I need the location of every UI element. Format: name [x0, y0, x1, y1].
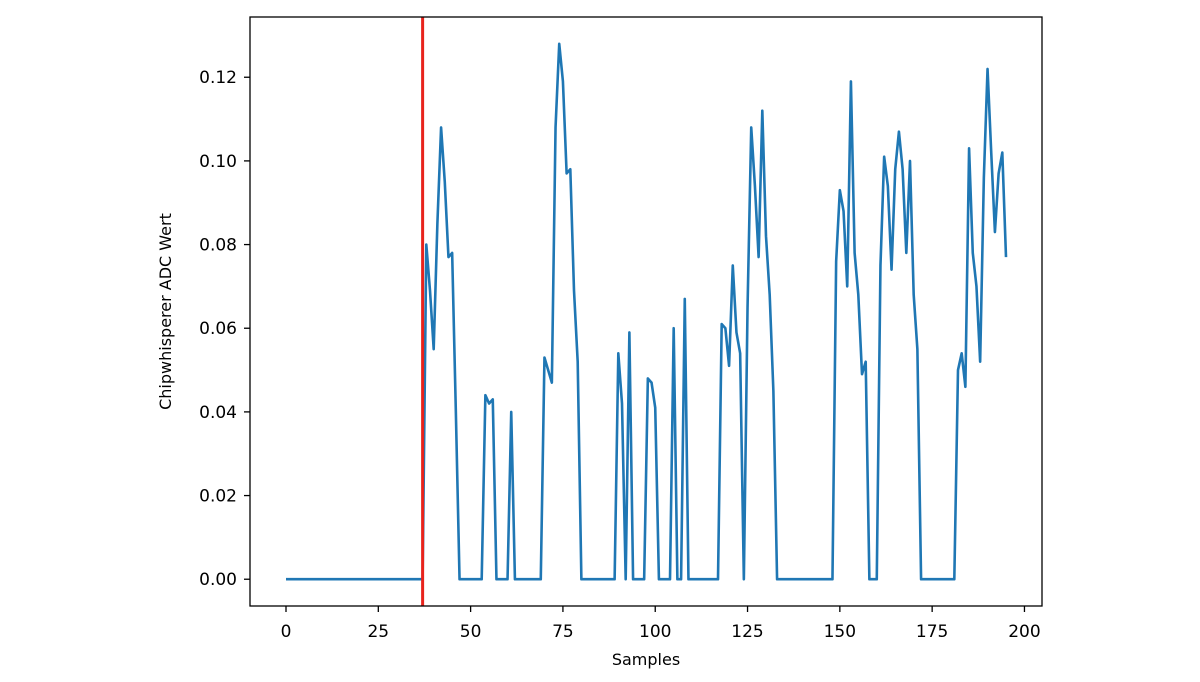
- x-tick-label: 25: [367, 622, 389, 642]
- x-tick-label: 0: [281, 622, 292, 642]
- y-axis-label: Chipwhisperer ADC Wert: [156, 213, 175, 410]
- y-tick-label: 0.00: [199, 570, 237, 590]
- x-axis-ticks: 0 25 50 75 100 125 150 175 200: [281, 606, 1041, 642]
- y-tick-label: 0.12: [199, 68, 237, 88]
- axes-frame: [249, 16, 1043, 607]
- x-axis-label: Samples: [612, 650, 680, 669]
- x-tick-label: 100: [639, 622, 671, 642]
- x-tick-label: 200: [1008, 622, 1040, 642]
- series-line-1: [286, 42, 1008, 581]
- series-layer: [286, 42, 1008, 581]
- y-tick-label: 0.06: [199, 319, 237, 339]
- y-axis-ticks: 0.00 0.02 0.04 0.06 0.08 0.10 0.12: [199, 68, 250, 590]
- x-tick-label: 175: [916, 622, 948, 642]
- x-tick-label: 150: [824, 622, 856, 642]
- x-tick-label: 50: [460, 622, 482, 642]
- x-tick-label: 125: [731, 622, 763, 642]
- plot-area: [249, 16, 1043, 607]
- y-tick-label: 0.02: [199, 487, 237, 507]
- y-tick-label: 0.08: [199, 236, 237, 256]
- x-tick-label: 75: [552, 622, 574, 642]
- y-tick-label: 0.10: [199, 152, 237, 172]
- y-tick-label: 0.04: [199, 403, 237, 423]
